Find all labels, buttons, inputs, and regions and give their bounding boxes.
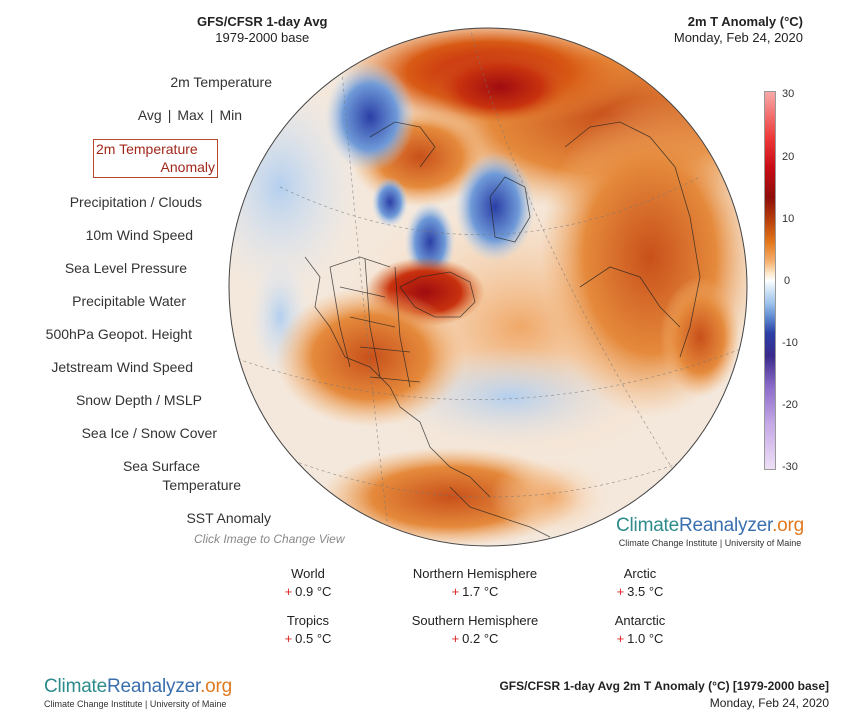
stat-southern-hemisphere: Southern Hemisphere +0.2 °C <box>395 612 555 648</box>
colorbar-label-10: 10 <box>782 213 795 225</box>
globe-map[interactable] <box>220 27 760 549</box>
menu-500hpa-geopot-height[interactable]: 500hPa Geopot. Height <box>45 326 192 342</box>
map-header-right: 2m T Anomaly (°C) Monday, Feb 24, 2020 <box>674 14 803 46</box>
model-title: GFS/CFSR 1-day Avg <box>197 14 328 29</box>
globe-svg <box>228 27 748 547</box>
stat-antarctic: Antarctic +1.0 °C <box>590 612 690 648</box>
plus-sign: + <box>616 631 625 646</box>
colorbar-label-neg10: -10 <box>782 337 798 349</box>
change-view-hint: Click Image to Change View <box>194 532 345 546</box>
map-date: Monday, Feb 24, 2020 <box>673 30 803 45</box>
brand-subtitle: Climate Change Institute | University of… <box>44 699 227 709</box>
colorbar-label-0: 0 <box>784 275 791 287</box>
stat-label: Tropics <box>286 613 330 628</box>
footer-title: GFS/CFSR 1-day Avg 2m T Anomaly (°C) [19… <box>499 679 829 693</box>
menu-sea-level-pressure[interactable]: Sea Level Pressure <box>64 260 187 276</box>
menu-sea-surface-temperature-line1[interactable]: Sea Surface <box>122 458 200 474</box>
base-period: 1979-2000 base <box>215 30 310 45</box>
footer-date: Monday, Feb 24, 2020 <box>709 696 829 710</box>
stat-value: 1.7 °C <box>462 584 499 599</box>
brand-part3: .org <box>200 676 233 697</box>
plus-sign: + <box>451 631 460 646</box>
brand-part1: Climate <box>616 515 680 536</box>
plus-sign: + <box>451 584 460 599</box>
plus-sign: + <box>284 631 293 646</box>
colorbar-label-20: 20 <box>782 151 795 163</box>
menu-min[interactable]: Min <box>219 107 242 123</box>
stat-value: 0.9 °C <box>295 584 332 599</box>
menu-avg[interactable]: Avg <box>137 107 162 123</box>
map-header-left: GFS/CFSR 1-day Avg 1979-2000 base <box>197 14 328 46</box>
menu-2m-temperature[interactable]: 2m Temperature <box>170 74 272 90</box>
menu-2m-temperature-anomaly[interactable]: 2m Temperature Anomaly <box>93 139 218 178</box>
stat-label: World <box>291 566 325 581</box>
brand-part2: Reanalyzer <box>679 515 773 536</box>
variable-title: 2m T Anomaly (°C) <box>687 14 803 29</box>
plus-sign: + <box>284 584 293 599</box>
stat-value: 3.5 °C <box>627 584 664 599</box>
colorbar-label-30: 30 <box>782 88 795 100</box>
anomaly-line1: 2m Temperature <box>96 141 198 157</box>
menu-max[interactable]: Max <box>177 107 204 123</box>
stat-label: Northern Hemisphere <box>412 566 538 581</box>
colorbar-label-neg20: -20 <box>782 399 798 411</box>
globe-outline <box>228 27 748 547</box>
menu-snow-depth-mslp[interactable]: Snow Depth / MSLP <box>75 392 202 408</box>
stat-label: Southern Hemisphere <box>411 613 539 628</box>
stat-arctic: Arctic +3.5 °C <box>590 565 690 601</box>
separator: | <box>167 107 172 123</box>
brand-logo-map[interactable]: ClimateReanalyzer.org Climate Change Ins… <box>616 515 804 548</box>
separator: | <box>209 107 214 123</box>
stat-tropics: Tropics +0.5 °C <box>258 612 358 648</box>
variable-menu: 2m Temperature Avg | Max | Min 2m Temperatur… <box>0 0 272 560</box>
menu-sea-surface-temperature-line2[interactable]: Temperature <box>162 477 241 493</box>
stat-value: 0.5 °C <box>295 631 332 646</box>
stat-world: World +0.9 °C <box>258 565 358 601</box>
menu-jetstream-wind-speed[interactable]: Jetstream Wind Speed <box>51 359 193 375</box>
plus-sign: + <box>616 584 625 599</box>
stat-northern-hemisphere: Northern Hemisphere +1.7 °C <box>395 565 555 601</box>
colorbar-label-neg30: -30 <box>782 461 798 473</box>
brand-subtitle: Climate Change Institute | University of… <box>618 538 802 548</box>
brand-part1: Climate <box>44 676 108 697</box>
stat-label: Antarctic <box>614 613 666 628</box>
menu-10m-wind-speed[interactable]: 10m Wind Speed <box>85 227 193 243</box>
temperature-mode-row: Avg | Max | Min <box>138 107 242 123</box>
stat-value: 0.2 °C <box>462 631 499 646</box>
brand-part2: Reanalyzer <box>107 676 201 697</box>
stat-label: Arctic <box>623 566 657 581</box>
menu-sst-anomaly[interactable]: SST Anomaly <box>186 510 271 526</box>
menu-sea-ice-snow-cover[interactable]: Sea Ice / Snow Cover <box>81 425 217 441</box>
footer-caption: GFS/CFSR 1-day Avg 2m T Anomaly (°C) [19… <box>499 678 829 712</box>
colorbar <box>764 91 776 470</box>
stat-value: 1.0 °C <box>627 631 664 646</box>
menu-precipitation-clouds[interactable]: Precipitation / Clouds <box>69 194 202 210</box>
brand-logo-footer[interactable]: ClimateReanalyzer.org Climate Change Ins… <box>44 676 232 709</box>
menu-precipitable-water[interactable]: Precipitable Water <box>72 293 186 309</box>
brand-part3: .org <box>772 515 805 536</box>
anomaly-line2: Anomaly <box>160 159 215 175</box>
